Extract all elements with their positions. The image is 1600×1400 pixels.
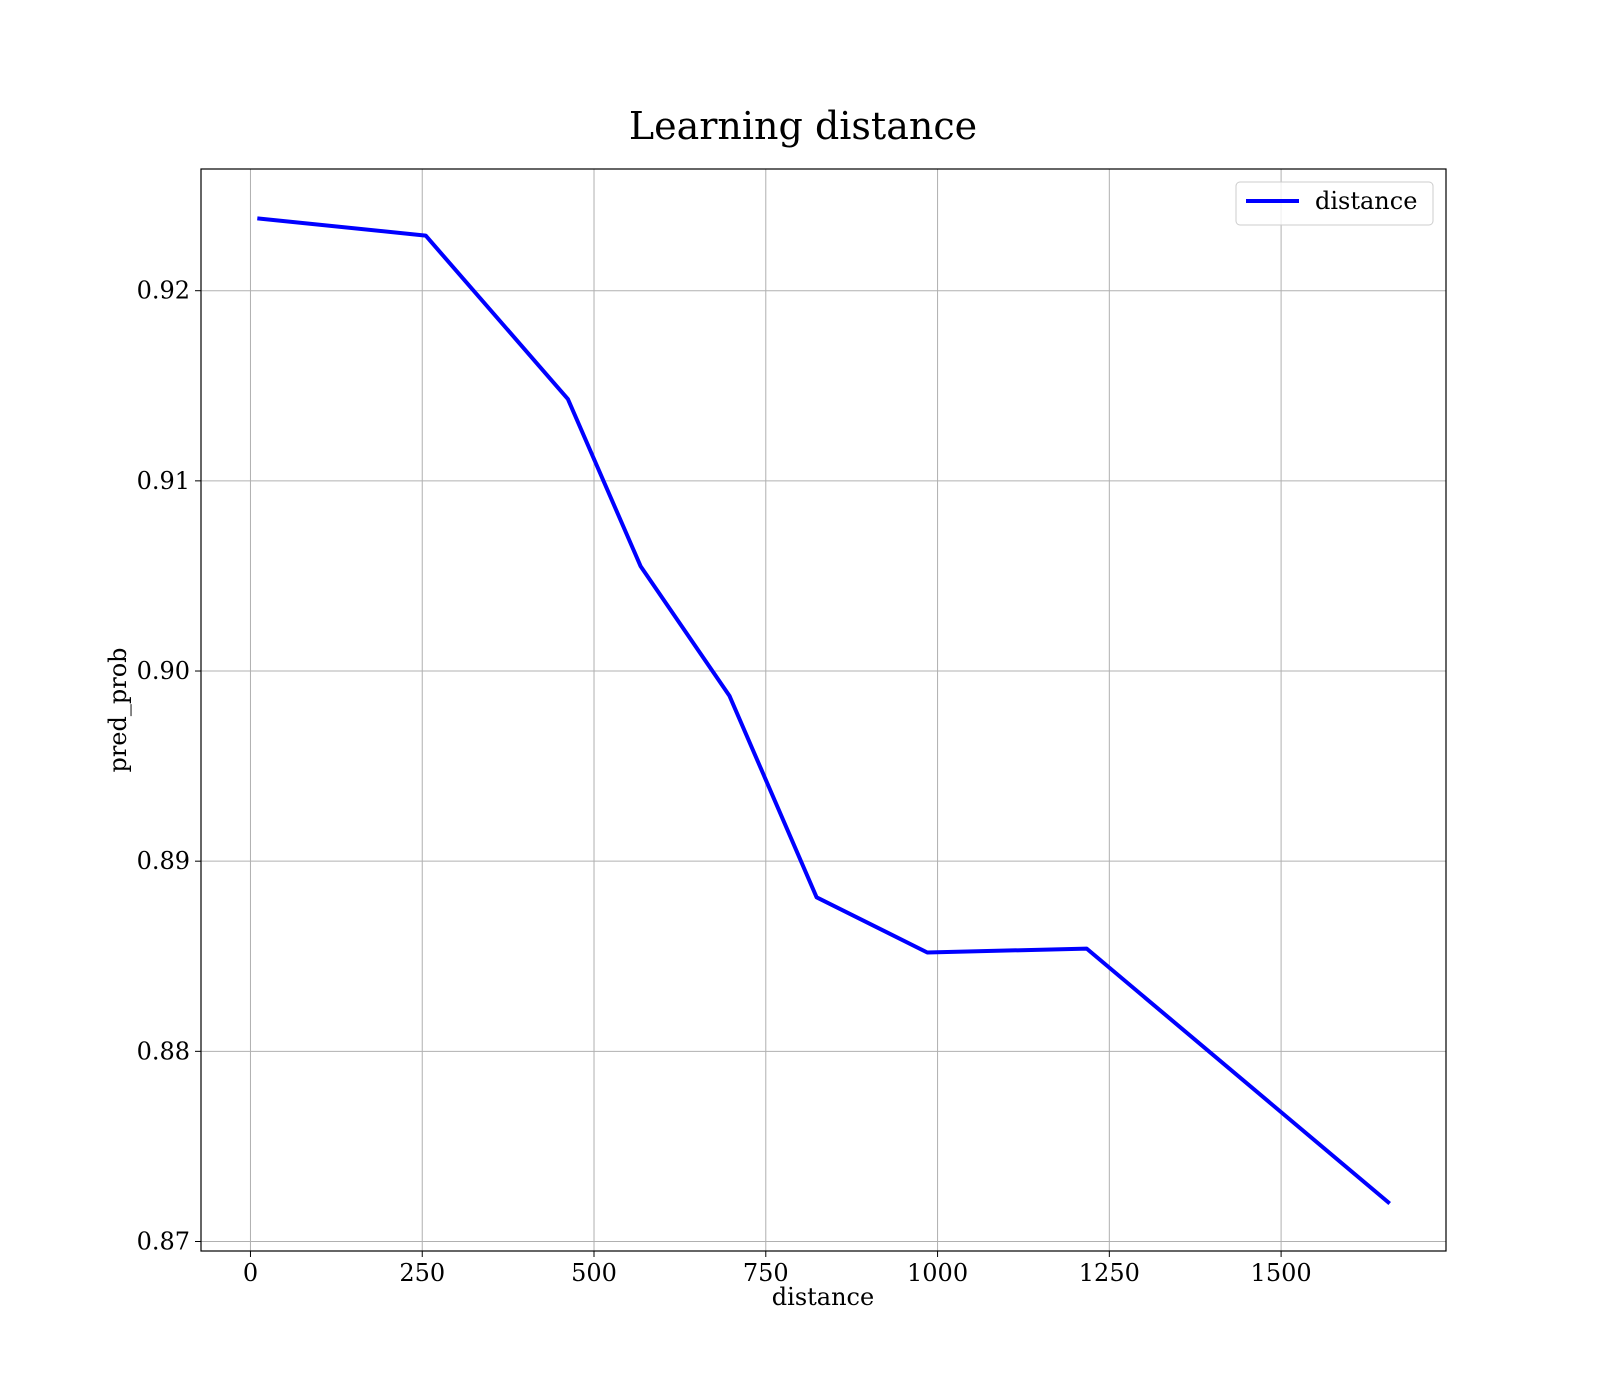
x-tick-label: 1000 xyxy=(907,1259,968,1287)
x-tick-label: 750 xyxy=(743,1259,789,1287)
x-tick-label: 500 xyxy=(571,1259,617,1287)
y-tick-label: 0.87 xyxy=(137,1227,190,1255)
grid-lines xyxy=(201,169,1446,1251)
legend-label: distance xyxy=(1315,187,1417,215)
x-axis-ticks: 0 250 500 750 1000 1250 1500 xyxy=(243,1251,1312,1287)
legend-box xyxy=(1235,181,1434,226)
plot-frame xyxy=(200,168,1447,1252)
x-tick-label: 1500 xyxy=(1251,1259,1312,1287)
x-tick-label: 250 xyxy=(399,1259,445,1287)
y-tick-label: 0.89 xyxy=(137,847,190,875)
x-tick-label: 0 xyxy=(243,1259,258,1287)
y-tick-label: 0.90 xyxy=(137,657,190,685)
x-axis-label: distance xyxy=(772,1283,874,1311)
series-layer xyxy=(257,216,1391,1206)
x-tick-label: 1250 xyxy=(1079,1259,1140,1287)
legend: distance xyxy=(1235,181,1434,226)
y-axis-ticks: 0.87 0.88 0.89 0.90 0.91 0.92 xyxy=(137,277,201,1255)
series-line-distance xyxy=(257,216,1391,1206)
chart-title: Learning distance xyxy=(629,104,977,148)
y-tick-label: 0.91 xyxy=(137,467,190,495)
y-tick-label: 0.92 xyxy=(137,277,190,305)
y-tick-label: 0.88 xyxy=(137,1037,190,1065)
y-axis-label: pred_prob xyxy=(104,647,132,772)
